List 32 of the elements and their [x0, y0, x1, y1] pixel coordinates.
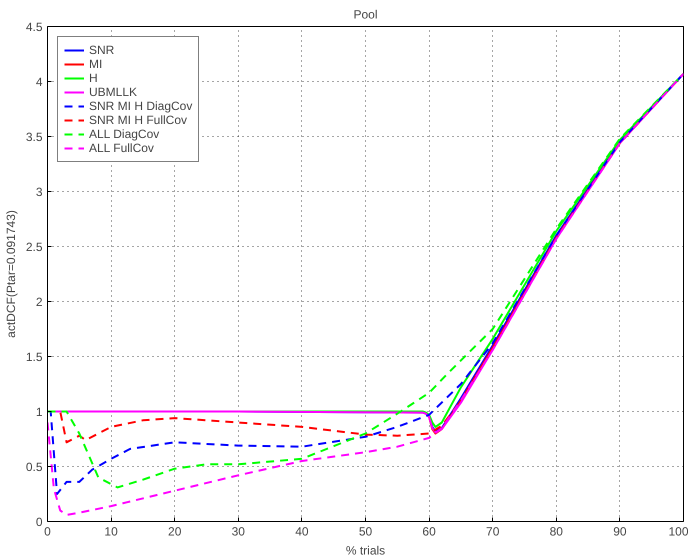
legend-label: H: [89, 71, 99, 85]
legend-label: SNR MI H DiagCov: [89, 99, 192, 113]
legend-label: SNR: [89, 43, 114, 57]
y-tick-label: 0.5: [26, 460, 43, 474]
x-tick-label: 60: [422, 524, 436, 538]
legend-label: ALL DiagCov: [89, 127, 160, 141]
x-tick-label: 0: [44, 524, 52, 538]
legend-label: UBMLLK: [89, 85, 138, 99]
y-tick-label: 4.5: [26, 20, 43, 34]
x-tick-label: 40: [295, 524, 309, 538]
chart-title: Pool: [353, 8, 378, 22]
x-tick-label: 30: [232, 524, 246, 538]
y-tick-label: 3.5: [26, 130, 43, 144]
y-tick-label: 2: [36, 295, 43, 309]
x-tick-label: 50: [358, 524, 372, 538]
y-tick-label: 1: [36, 405, 43, 419]
y-tick-label: 0: [36, 515, 43, 529]
legend-label: ALL FullCov: [89, 141, 154, 155]
x-tick-label: 20: [168, 524, 182, 538]
x-tick-label: 100: [668, 524, 688, 538]
y-tick-label: 4: [36, 75, 43, 89]
x-tick-label: 80: [550, 524, 564, 538]
y-axis-title: actDCF(Ptar=0.091743): [4, 210, 18, 338]
y-tick-label: 1.5: [26, 350, 43, 364]
y-tick-label: 2.5: [26, 240, 43, 254]
legend-label: SNR MI H FullCov: [89, 113, 188, 127]
x-tick-label: 70: [486, 524, 500, 538]
x-axis-title: % trials: [346, 544, 386, 558]
x-tick-label: 90: [613, 524, 627, 538]
x-tick-label: 10: [104, 524, 118, 538]
y-tick-label: 3: [36, 185, 43, 199]
legend-label: MI: [89, 57, 104, 71]
